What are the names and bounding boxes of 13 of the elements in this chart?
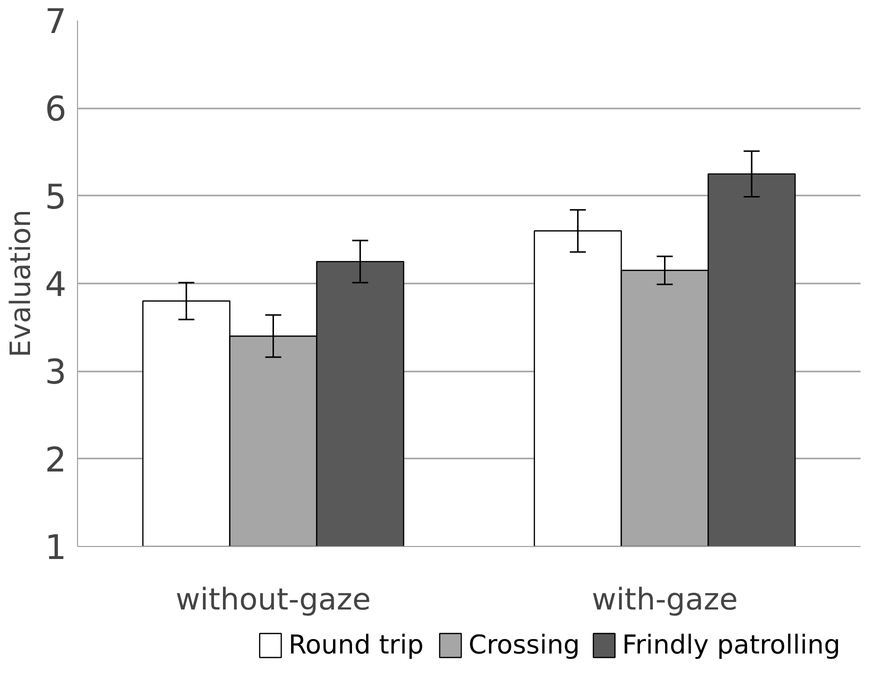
y-tick-label: 5	[44, 177, 67, 218]
x-tick-label: with-gaze	[592, 582, 738, 618]
y-tick-label: 6	[44, 90, 67, 130]
legend-label: Round trip	[288, 630, 424, 660]
legend-label: Frindly patrolling	[622, 630, 840, 660]
x-tick-label: without-gaze	[176, 582, 371, 618]
y-tick-label: 7	[44, 2, 67, 42]
y-tick-label: 3	[44, 352, 67, 393]
legend-label: Crossing	[468, 630, 580, 660]
y-tick-label: 4	[44, 265, 67, 305]
y-axis-title: Evaluation	[4, 210, 37, 358]
y-tick-label: 1	[44, 528, 67, 568]
y-tick-label: 2	[44, 440, 67, 480]
